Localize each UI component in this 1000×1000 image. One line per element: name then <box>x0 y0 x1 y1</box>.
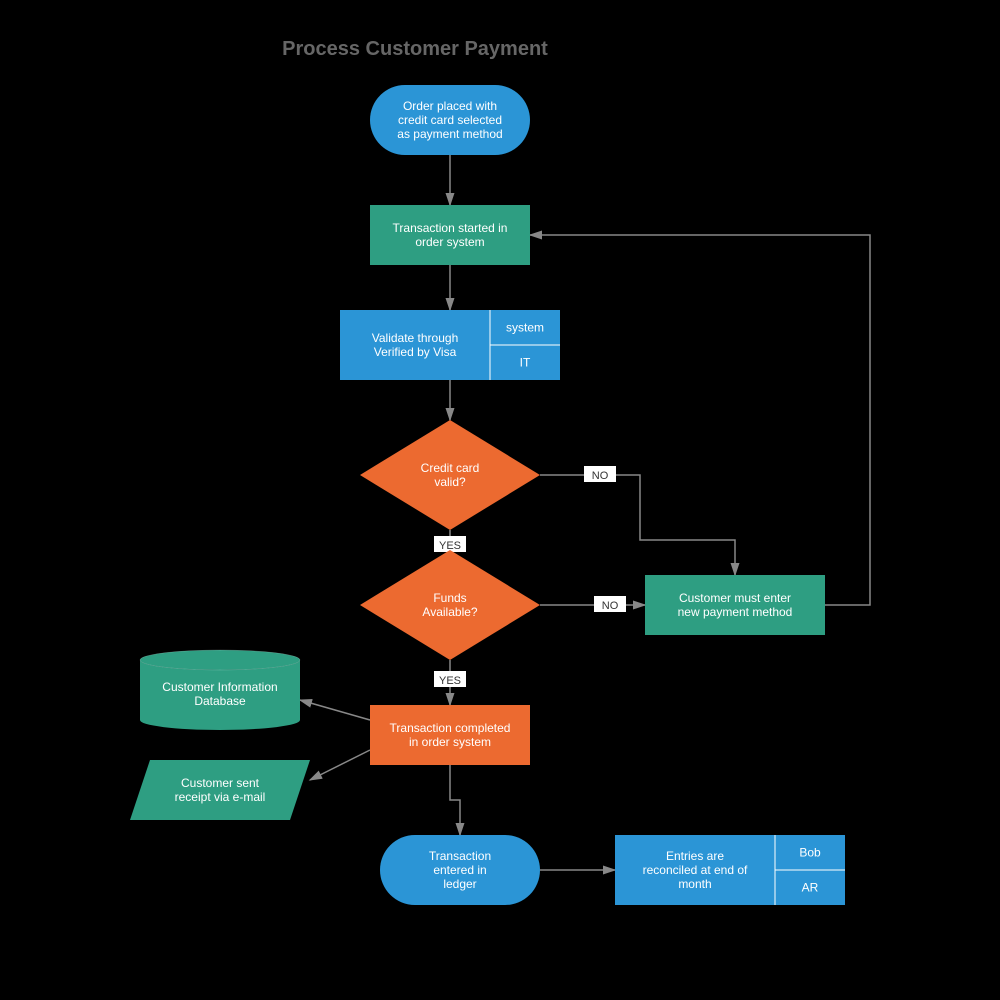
diamond-text: Credit card <box>421 461 480 475</box>
page-title: Process Customer Payment <box>282 38 548 60</box>
edge-label: NO <box>592 470 609 482</box>
cylinder-text: Database <box>194 694 246 708</box>
node-validate: Validate throughVerified by Visa system IT <box>340 310 560 380</box>
terminator-text: as payment method <box>397 127 502 141</box>
diamond-text: Funds <box>433 591 466 605</box>
terminator-text: Order placed with <box>403 99 497 113</box>
swim-text: Entries are <box>666 849 724 863</box>
rect-text: Transaction completed <box>390 721 511 735</box>
diamond-text: valid? <box>434 475 466 489</box>
node-txdone: Transaction completedin order system <box>370 705 530 765</box>
node-start: Order placed withcredit card selectedas … <box>370 85 530 155</box>
swim-text: Validate through <box>372 331 459 345</box>
edge-label: NO <box>602 600 619 612</box>
node-custdb: Customer InformationDatabase <box>140 650 300 730</box>
node-receipt: Customer sentreceipt via e-mail <box>130 760 310 820</box>
rect-text: in order system <box>409 735 491 749</box>
swim-right-bottom-text: AR <box>802 881 819 895</box>
rect-text: Transaction started in <box>393 221 508 235</box>
cylinder-top <box>140 650 300 670</box>
node-ledger: Transactionentered inledger <box>380 835 540 905</box>
terminator-text: entered in <box>433 863 486 877</box>
node-newpay: Customer must enternew payment method <box>645 575 825 635</box>
rect-text: Customer must enter <box>679 591 791 605</box>
swim-text: month <box>678 877 711 891</box>
cylinder-text: Customer Information <box>162 680 277 694</box>
terminator-text: Transaction <box>429 849 491 863</box>
diamond-text: Available? <box>422 605 477 619</box>
swim-text: Verified by Visa <box>374 345 457 359</box>
swim-right-top-text: Bob <box>799 846 821 860</box>
edge-label: YES <box>439 675 461 687</box>
node-recon: Entries arereconciled at end ofmonth Bob A… <box>615 835 845 905</box>
swim-right-top-text: system <box>506 321 544 335</box>
node-txstart: Transaction started inorder system <box>370 205 530 265</box>
swim-text: reconciled at end of <box>643 863 748 877</box>
terminator-text: ledger <box>443 877 476 891</box>
swim-right-bottom-text: IT <box>520 356 531 370</box>
rect-text: order system <box>415 235 484 249</box>
parallel-text: Customer sent <box>181 776 260 790</box>
rect-text: new payment method <box>678 605 793 619</box>
parallel-text: receipt via e-mail <box>175 790 266 804</box>
terminator-text: credit card selected <box>398 113 502 127</box>
